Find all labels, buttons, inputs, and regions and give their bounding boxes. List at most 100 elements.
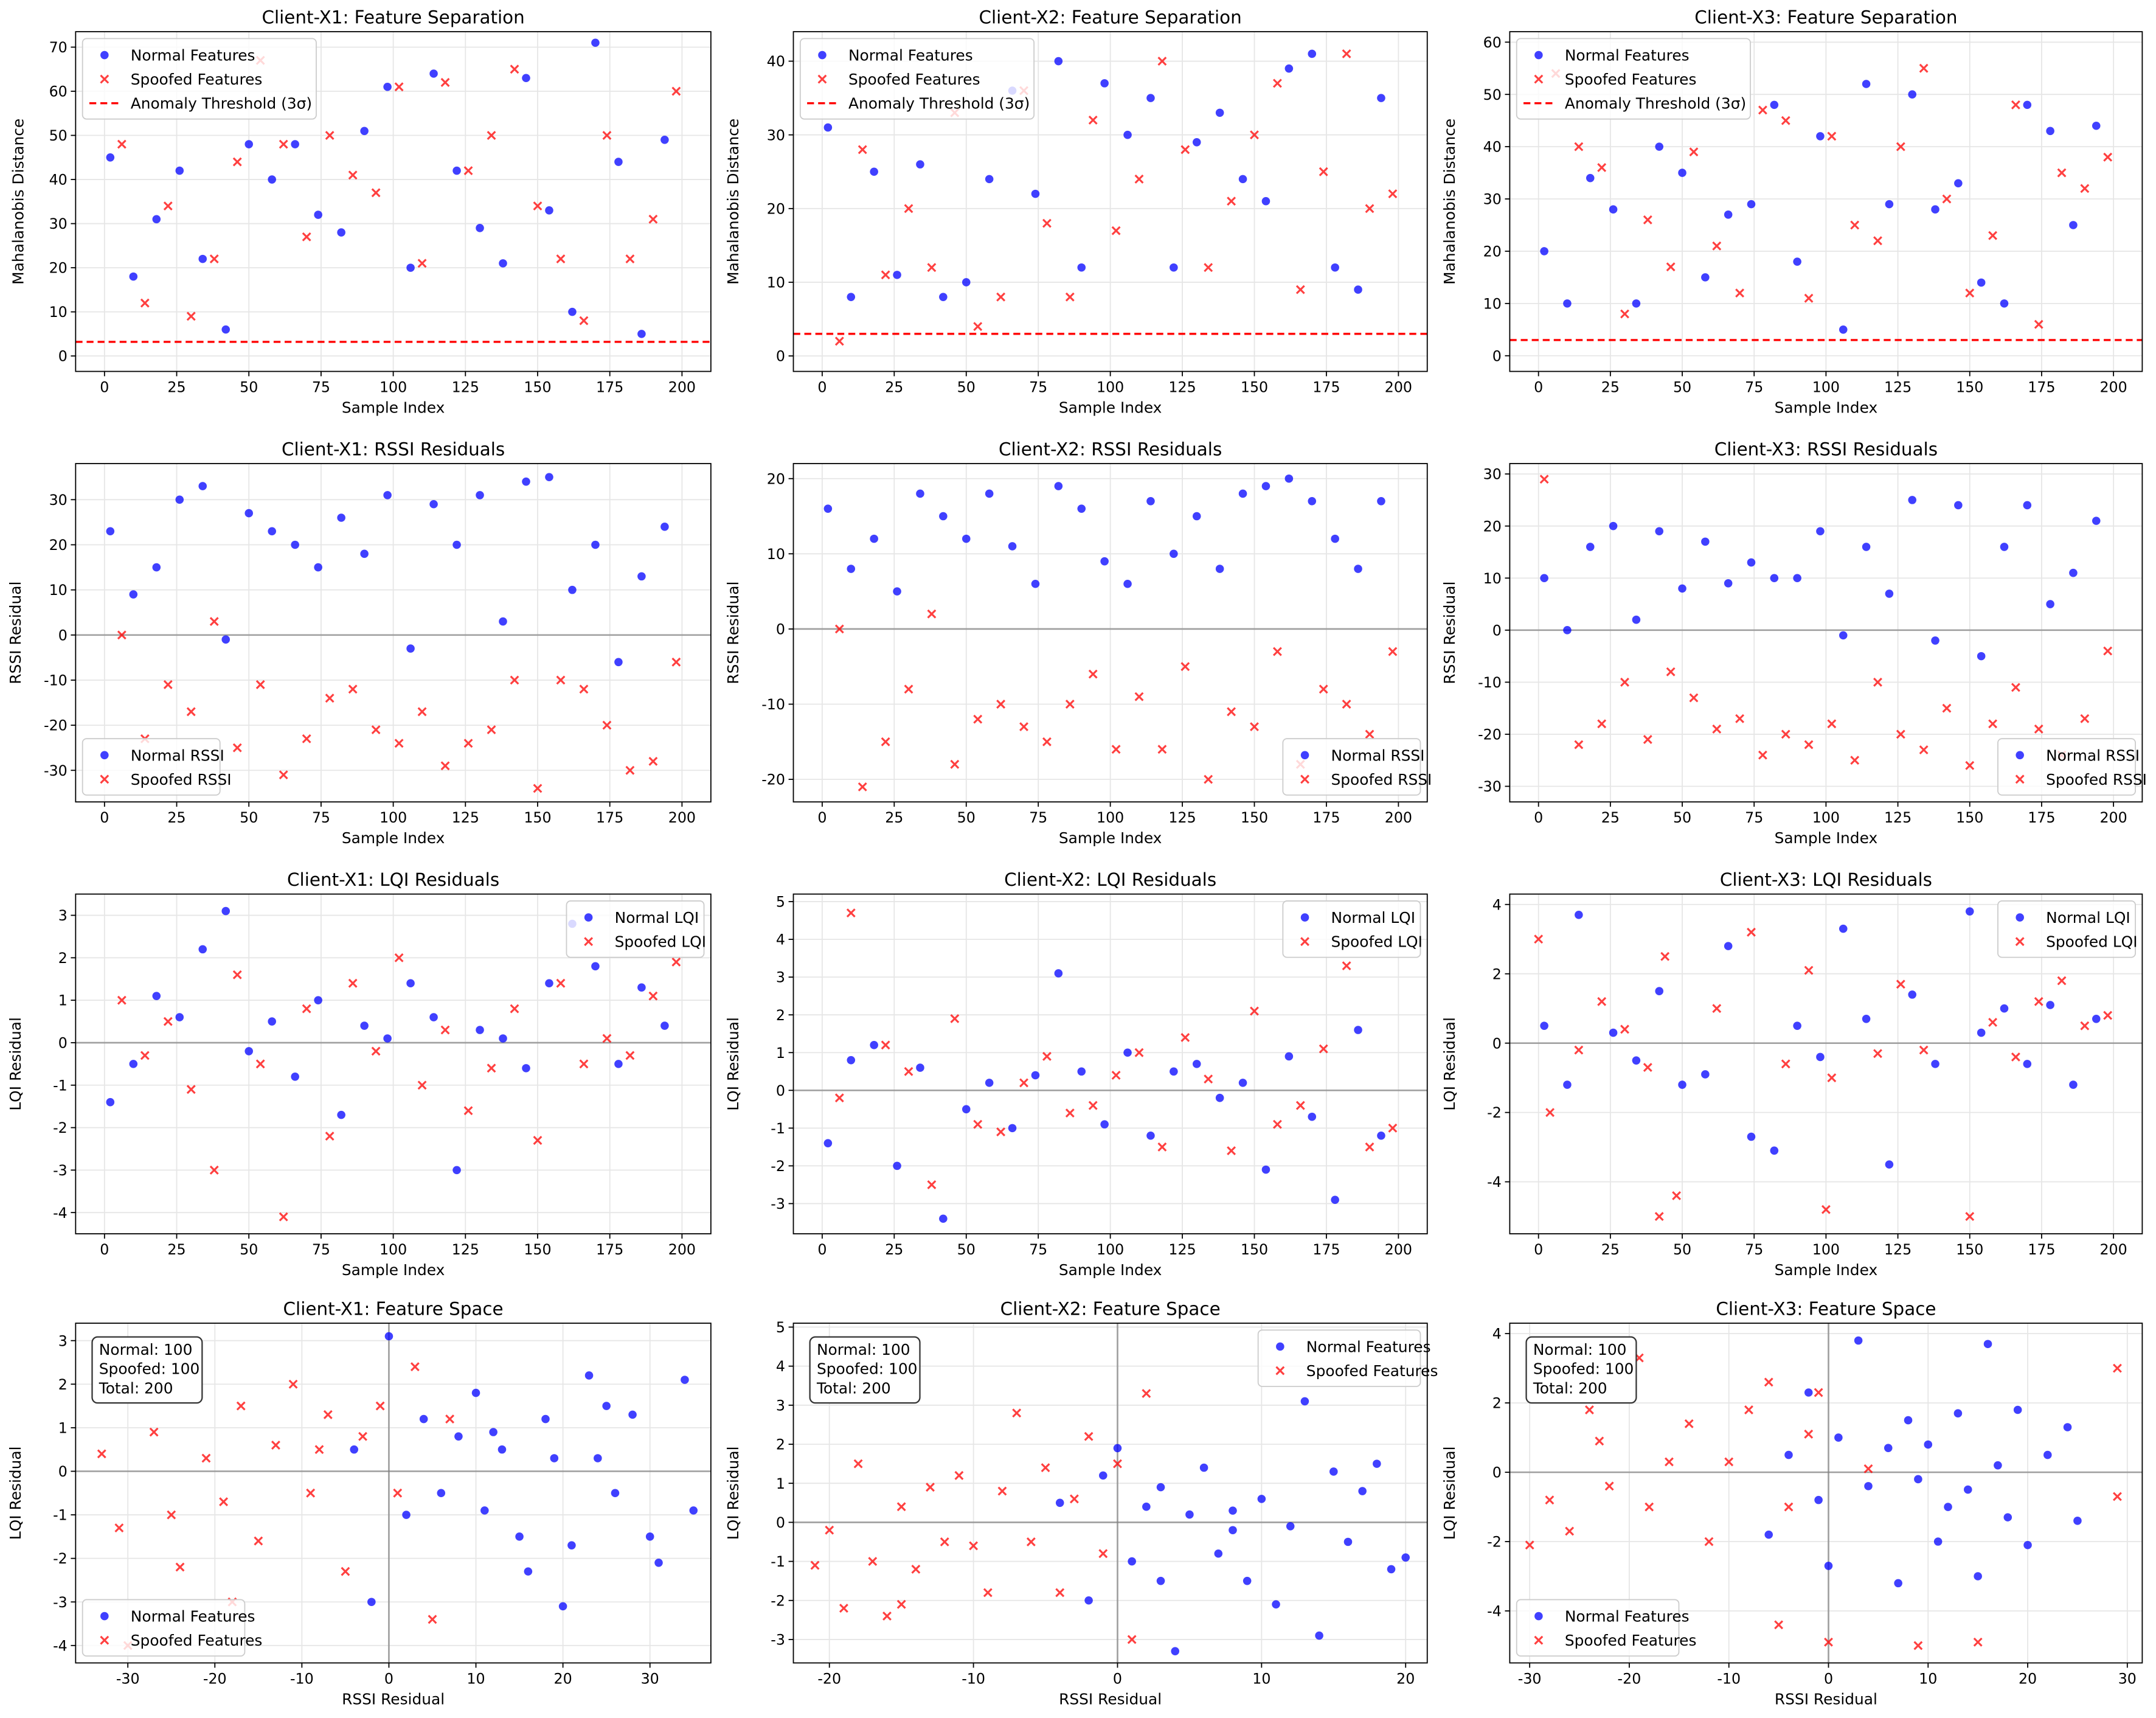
normal-point (360, 127, 369, 136)
subplot-title: Client-X1: RSSI Residuals (282, 439, 505, 459)
spoofed-point (1873, 1049, 1882, 1059)
normal-point (268, 527, 276, 536)
spoofed-point (1319, 167, 1328, 176)
normal-point (471, 1388, 480, 1397)
legend-label: Spoofed Features (1565, 71, 1697, 88)
spoofed-point (371, 188, 381, 198)
x-tick-label: 100 (1812, 378, 1840, 395)
x-tick-label: 175 (1312, 1241, 1340, 1258)
stats-box (809, 1336, 921, 1404)
spoofed-point (1319, 1044, 1328, 1054)
spoofed-point (1180, 145, 1190, 155)
y-tick-label: 30 (1483, 191, 1502, 208)
spoofed-point (394, 739, 404, 748)
spoofed-point (1142, 1389, 1151, 1399)
y-tick-label: 30 (767, 127, 785, 144)
series-spoofed (810, 1389, 1151, 1644)
x-tick-label: 30 (2118, 1670, 2137, 1687)
normal-point (2000, 1004, 2009, 1013)
spoofed-point (255, 680, 265, 689)
x-tick-label: 0 (100, 1241, 109, 1258)
normal-point (985, 489, 994, 498)
x-tick-label: 150 (524, 1241, 551, 1258)
spoofed-point (1620, 1024, 1629, 1034)
normal-point (2069, 221, 2078, 229)
spoofed-point (117, 995, 127, 1005)
legend-spoofed-marker (100, 74, 109, 84)
normal-point (1862, 80, 1871, 88)
x-tick-label: 0 (817, 378, 827, 395)
normal-point (2003, 1513, 2012, 1522)
spoofed-point (463, 166, 473, 175)
stats-line: Total: 200 (1533, 1379, 1607, 1397)
spoofed-point (167, 1510, 176, 1520)
spoofed-point (440, 78, 450, 87)
spoofed-point (556, 254, 566, 264)
x-tick-label: 150 (1241, 809, 1268, 826)
spoofed-point (810, 1560, 820, 1570)
normal-point (1284, 474, 1294, 483)
spoofed-point (1965, 1212, 1975, 1222)
normal-point (550, 1454, 559, 1462)
y-axis-label: LQI Residual (724, 1017, 742, 1111)
normal-point (1099, 1471, 1107, 1480)
spoofed-point (1250, 130, 1259, 140)
y-tick-label: 20 (49, 537, 68, 554)
subplot-9: 0 25 50 75 100 125 150 175 200 -4 -2 0 2 4 Client-X3: … (1441, 869, 2143, 1279)
spoofed-point (2057, 976, 2067, 986)
normal-point (1192, 138, 1201, 147)
normal-point (1031, 189, 1040, 198)
x-axis-label: Sample Index (1059, 829, 1162, 847)
normal-point (1747, 1132, 1756, 1141)
subplot-8: 0 25 50 75 100 125 150 175 200 -3 -2 -1 0 1 2 3 4 5 Client… (724, 869, 1428, 1279)
normal-point (198, 945, 207, 954)
series-normal (1055, 1397, 1410, 1655)
y-tick-label: -2 (771, 1592, 785, 1609)
normal-point (221, 325, 231, 334)
spoofed-point (881, 737, 890, 746)
spoofed-point (858, 145, 867, 155)
spoofed-point (625, 1051, 635, 1060)
normal-point (1354, 565, 1362, 573)
y-axis-label: RSSI Residual (724, 582, 742, 684)
normal-point (244, 140, 253, 148)
x-axis-label: Sample Index (342, 1261, 445, 1279)
spoofed-point (1744, 1405, 1753, 1414)
x-tick-label: 175 (596, 378, 623, 395)
spoofed-point (1111, 745, 1121, 754)
x-tick-label: 25 (885, 1241, 903, 1258)
normal-point (567, 1541, 576, 1549)
normal-point (1854, 1336, 1863, 1345)
y-tick-label: 1 (776, 1045, 785, 1062)
y-tick-label: 10 (1483, 570, 1502, 587)
spoofed-point (579, 684, 589, 694)
normal-point (1377, 497, 1385, 506)
x-tick-label: 75 (1029, 809, 1047, 826)
spoofed-point (1134, 174, 1144, 184)
legend: Normal Features Spoofed Features (1516, 1599, 1697, 1657)
spoofed-point (1873, 236, 1882, 246)
normal-point (823, 123, 833, 132)
x-tick-label: -10 (290, 1670, 314, 1687)
legend-label: Spoofed Features (1565, 1632, 1697, 1649)
y-tick-label: 0 (776, 1514, 785, 1531)
normal-point (1963, 1485, 1972, 1494)
x-tick-label: 150 (1241, 1241, 1268, 1258)
spoofed-point (1065, 292, 1075, 302)
axes-frame (1509, 1323, 2143, 1664)
spoofed-point (1042, 737, 1052, 746)
spoofed-point (1988, 719, 1998, 729)
normal-point (1008, 1124, 1017, 1133)
spoofed-point (1643, 215, 1652, 224)
normal-point (1931, 1060, 1939, 1068)
legend-label: Normal LQI (1331, 909, 1415, 927)
y-tick-label: -3 (771, 1195, 785, 1212)
spoofed-point (163, 1017, 173, 1026)
subplot-title: Client-X2: RSSI Residuals (999, 439, 1222, 459)
legend: Normal Features Spoofed Features Anomaly T… (799, 38, 1035, 120)
y-tick-label: 2 (58, 950, 68, 967)
y-axis-label: Mahalanobis Distance (1441, 119, 1458, 285)
normal-point (1632, 299, 1641, 308)
normal-point (1128, 1557, 1136, 1566)
